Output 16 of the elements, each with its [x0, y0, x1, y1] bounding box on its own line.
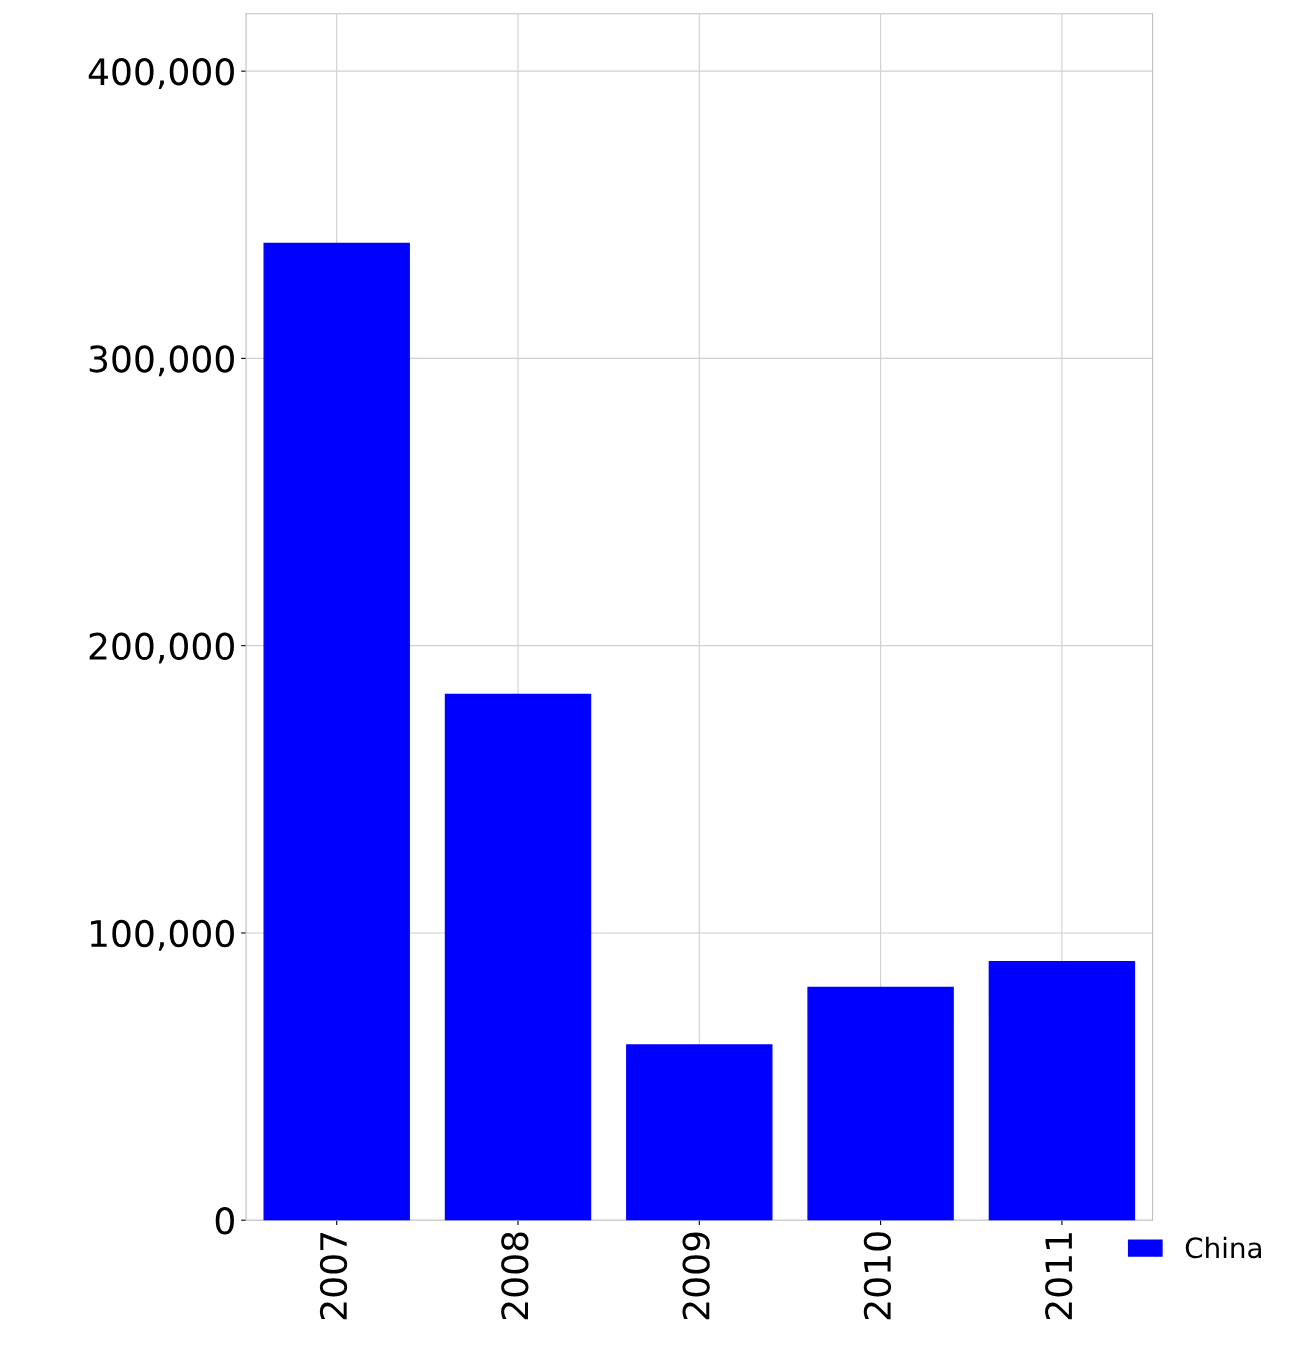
x-tick-label: 2010 — [863, 1232, 892, 1320]
x-tick-label: 2008 — [501, 1232, 529, 1320]
y-tick-label: 100,000 — [90, 919, 234, 951]
x-tick-label: 2011 — [1045, 1233, 1073, 1320]
bar — [444, 693, 592, 1221]
x-tick-label: 2007 — [319, 1233, 348, 1320]
bar — [626, 1044, 773, 1221]
y-tick-label: 200,000 — [89, 632, 234, 664]
x-tick-label: 2009 — [682, 1232, 710, 1320]
y-tick-label: 300,000 — [89, 345, 234, 377]
legend-label: China — [1185, 1236, 1261, 1259]
bar — [807, 986, 954, 1221]
bar — [988, 960, 1136, 1221]
y-tick-label: 400,000 — [88, 58, 234, 90]
y-tick-label: 0 — [215, 1207, 234, 1235]
bar — [263, 242, 410, 1221]
